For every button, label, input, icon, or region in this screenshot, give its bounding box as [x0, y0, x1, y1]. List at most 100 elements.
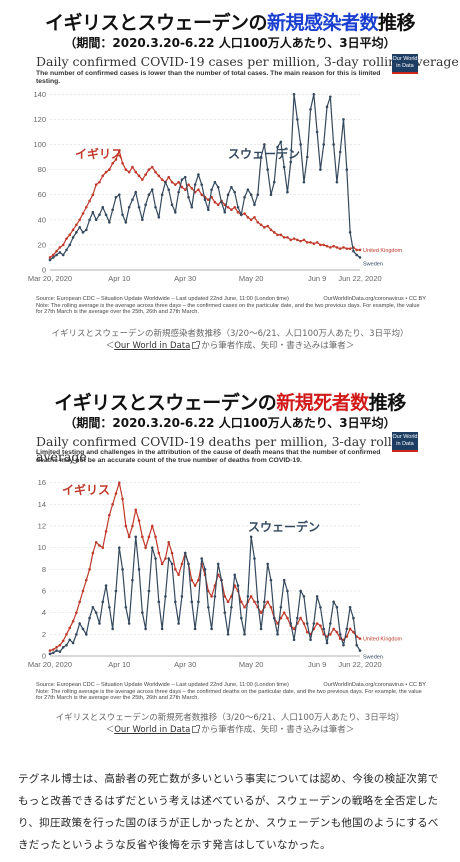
data-point: [68, 626, 72, 630]
data-point: [352, 616, 355, 620]
data-point: [174, 568, 177, 571]
y-tick-label: 0: [42, 652, 46, 661]
deaths-chart: 0 2 4 6 8 10 12 14 16 Mar 20, 2020 Apr 10 Apr 30 May…: [28, 478, 403, 669]
footnote-note: Note: The rolling average is the average…: [36, 302, 420, 316]
data-point: [150, 165, 154, 169]
data-point: [101, 600, 105, 604]
data-point: [282, 165, 286, 169]
data-point: [114, 158, 118, 161]
data-point: [226, 193, 230, 196]
data-point: [150, 524, 154, 528]
data-point: [197, 188, 200, 191]
data-point: [206, 198, 210, 202]
data-point: [296, 118, 299, 121]
data-point: [117, 481, 121, 484]
footnote-link[interactable]: OurWorldInData.org/coronavirus • CC BY: [323, 682, 426, 688]
y-tick-label: 140: [33, 90, 46, 99]
data-point: [134, 508, 138, 512]
data-point: [206, 605, 210, 609]
series-line-sweden: [49, 536, 361, 655]
data-point: [352, 249, 355, 253]
data-point: [98, 544, 101, 547]
data-point: [292, 92, 296, 96]
data-point: [335, 180, 339, 184]
data-point: [180, 185, 184, 189]
data-point: [144, 546, 147, 549]
data-point: [157, 174, 161, 178]
data-point: [358, 256, 362, 259]
data-point: [164, 557, 167, 560]
headline-highlight: 新規死者数: [276, 392, 369, 414]
data-point: [279, 140, 283, 144]
data-point: [177, 190, 180, 194]
data-point: [253, 600, 256, 604]
data-point: [230, 605, 233, 609]
data-point: [226, 600, 230, 604]
data-point: [355, 248, 359, 252]
data-point: [160, 562, 164, 566]
data-point: [84, 205, 88, 209]
data-point: [329, 622, 332, 625]
data-point: [147, 168, 151, 171]
data-point: [203, 568, 207, 571]
external-link-icon[interactable]: [192, 341, 201, 349]
data-point: [292, 638, 296, 642]
data-point: [266, 562, 269, 566]
data-point: [230, 185, 233, 189]
data-point: [183, 175, 187, 179]
data-point: [127, 535, 131, 539]
external-link-icon[interactable]: [192, 725, 201, 733]
data-point: [236, 205, 240, 209]
y-tick-label: 0: [42, 266, 46, 275]
data-point: [187, 183, 190, 186]
data-point: [236, 210, 240, 214]
data-point: [269, 228, 273, 232]
data-point: [154, 170, 157, 174]
series-annotation: スウェーデン: [228, 146, 300, 161]
data-point: [200, 193, 204, 196]
figure-subline: （期間：2020.3.20-6.22 人口100万人あたり、3日平均）: [64, 416, 396, 430]
data-point: [286, 616, 289, 620]
data-point: [305, 630, 309, 634]
y-tick-label: 4: [42, 608, 46, 617]
data-point: [147, 193, 151, 196]
data-point: [193, 183, 197, 186]
data-point: [263, 600, 266, 604]
data-point: [75, 231, 78, 234]
data-point: [226, 633, 230, 636]
data-point: [108, 605, 111, 609]
series-line-uk: [49, 148, 360, 258]
data-point: [305, 155, 309, 159]
caption-source-link[interactable]: Our World in Data: [114, 341, 191, 351]
data-point: [68, 243, 72, 247]
data-point: [121, 213, 124, 217]
data-point: [276, 145, 279, 149]
data-point: [150, 546, 154, 549]
data-point: [342, 246, 345, 249]
data-point: [259, 627, 263, 631]
data-point: [51, 256, 55, 259]
cases-chart: 0 20 40 60 80 100 120 140 Mar 20, 2020 Apr 10 Apr …: [28, 90, 403, 283]
data-point: [319, 605, 322, 609]
data-point: [177, 573, 180, 577]
data-point: [98, 213, 101, 217]
owid-logo: Our World in Data: [392, 54, 418, 74]
data-point: [78, 218, 81, 222]
figure-deaths: イギリスとスウェーデンの新規死者数推移 （期間：2020.3.20-6.22 人…: [0, 370, 460, 760]
data-point: [94, 183, 98, 186]
data-point: [193, 627, 197, 631]
chart-footnote: Source: European CDC – Situation Update …: [36, 296, 426, 316]
figure-cases: イギリスとスウェーデンの新規感染者数推移 （期間：2020.3.20-6.22 …: [0, 0, 460, 368]
chart-footnote: Source: European CDC – Situation Update …: [36, 682, 426, 702]
data-point: [272, 231, 276, 234]
footnote-link[interactable]: OurWorldInData.org/coronavirus • CC BY: [323, 296, 426, 302]
data-point: [48, 649, 52, 652]
data-point: [282, 236, 286, 239]
footnote-source: Source: European CDC – Situation Update …: [36, 296, 289, 302]
data-point: [332, 143, 335, 146]
data-point: [141, 218, 144, 222]
data-point: [170, 203, 174, 207]
figure-caption: イギリスとスウェーデンの新規死者数推移（3/20〜6/21、人口100万人あたり…: [20, 712, 440, 736]
data-point: [355, 643, 359, 647]
caption-source-link[interactable]: Our World in Data: [114, 725, 191, 735]
